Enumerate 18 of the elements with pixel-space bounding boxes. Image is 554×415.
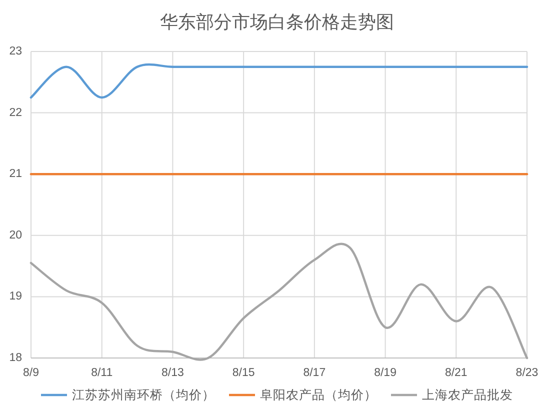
legend-label: 上海农产品批发 [422,388,513,402]
legend-label: 阜阳农产品（均价） [260,388,377,402]
y-tick-label: 19 [9,290,22,303]
x-tick-label: 8/23 [516,367,538,379]
chart-title: 华东部分市场白条价格走势图 [160,12,394,32]
x-tick-label: 8/19 [374,367,396,379]
y-tick-label: 18 [9,352,22,364]
x-tick-label: 8/17 [303,367,326,379]
x-tick-label: 8/21 [444,367,468,379]
y-tick-label: 22 [9,106,22,119]
y-tick-label: 20 [9,229,22,242]
x-tick-label: 8/11 [91,367,113,379]
x-tick-label: 8/15 [232,367,255,379]
legend-label: 江苏苏州南环桥（均价） [72,388,215,402]
y-tick-label: 21 [9,168,22,180]
y-tick-label: 23 [9,46,22,58]
x-tick-label: 8/9 [23,367,39,379]
x-tick-label: 8/13 [162,367,184,379]
